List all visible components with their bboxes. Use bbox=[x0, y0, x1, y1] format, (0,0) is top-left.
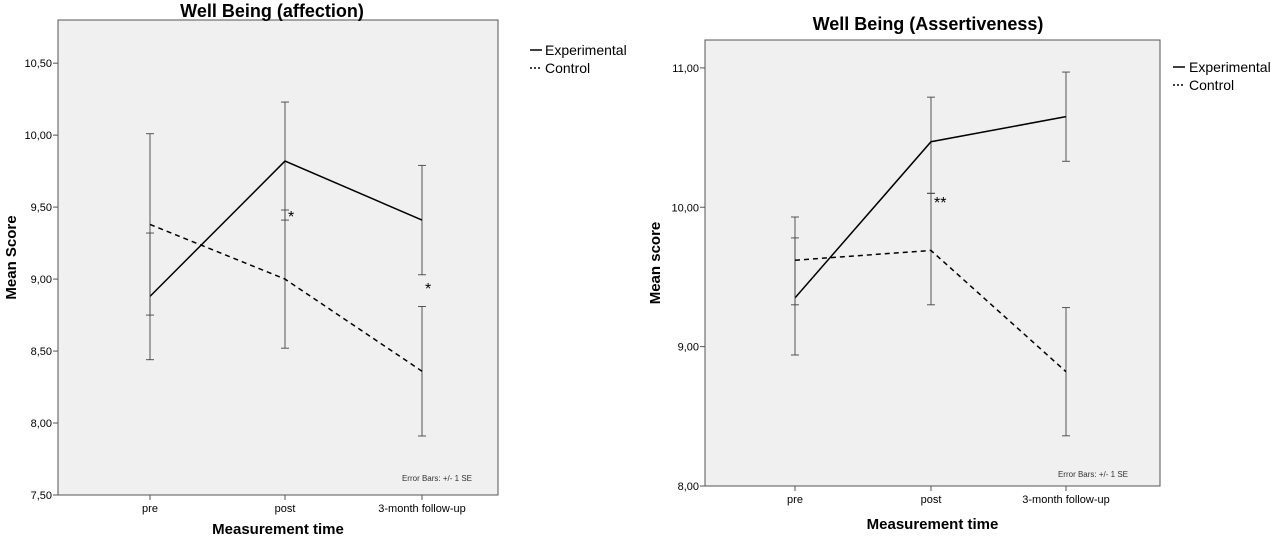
y-tick-label: 8,50 bbox=[31, 346, 52, 358]
x-tick-label: 3-month follow-up bbox=[378, 503, 465, 515]
error-bar-note: Error Bars: +/- 1 SE bbox=[402, 474, 472, 483]
legend-label-experimental: Experimental bbox=[545, 42, 627, 58]
y-tick-label: 9,00 bbox=[678, 342, 699, 354]
x-tick-label: 3-month follow-up bbox=[1022, 494, 1109, 506]
x-tick-label: pre bbox=[787, 494, 803, 506]
significance-marker: * bbox=[288, 209, 294, 226]
legend-label-control: Control bbox=[1189, 77, 1234, 93]
significance-marker: ** bbox=[934, 195, 946, 212]
y-tick-label: 9,50 bbox=[31, 202, 52, 214]
series-line-experimental bbox=[149, 160, 423, 297]
plot-area bbox=[704, 39, 1161, 487]
legend-label-control: Control bbox=[545, 60, 590, 76]
error-bar-note: Error Bars: +/- 1 SE bbox=[1058, 470, 1128, 479]
significance-marker: * bbox=[425, 281, 431, 298]
x-axis-title: Measurement time bbox=[867, 516, 999, 533]
y-tick-label: 10,00 bbox=[671, 202, 699, 214]
chart-title: Well Being (Assertiveness) bbox=[813, 14, 1044, 34]
chart-1: Well Being (affection) 7,50 8,00 8,50 9,00 9,… bbox=[3, 1, 627, 537]
y-tick-label: 8,00 bbox=[678, 481, 699, 493]
chart-title: Well Being (affection) bbox=[180, 1, 364, 21]
plot-area bbox=[57, 19, 499, 496]
y-tick-label: 11,00 bbox=[672, 63, 699, 75]
y-tick-label: 9,00 bbox=[31, 274, 52, 286]
legend: Experimental Control bbox=[530, 42, 627, 76]
y-tick-label: 7,50 bbox=[31, 490, 52, 502]
series-line-experimental bbox=[794, 115, 1067, 299]
y-tick-label: 8,00 bbox=[31, 418, 52, 430]
chart-2: Well Being (Assertiveness) 8,00 9,00 10,00 1… bbox=[647, 14, 1271, 533]
legend-label-experimental: Experimental bbox=[1189, 59, 1271, 75]
x-tick-label: post bbox=[275, 503, 296, 515]
legend: Experimental Control bbox=[1173, 59, 1271, 93]
x-tick-label: pre bbox=[142, 503, 158, 515]
x-axis-title: Measurement time bbox=[212, 521, 344, 537]
series-line-control bbox=[149, 223, 423, 372]
series-line-control bbox=[794, 249, 1067, 373]
x-tick-label: post bbox=[921, 494, 942, 506]
y-axis-title: Mean Score bbox=[3, 215, 20, 299]
y-tick-label: 10,50 bbox=[24, 58, 52, 70]
y-tick-label: 10,00 bbox=[24, 130, 52, 142]
y-axis-title: Mean score bbox=[647, 222, 664, 305]
